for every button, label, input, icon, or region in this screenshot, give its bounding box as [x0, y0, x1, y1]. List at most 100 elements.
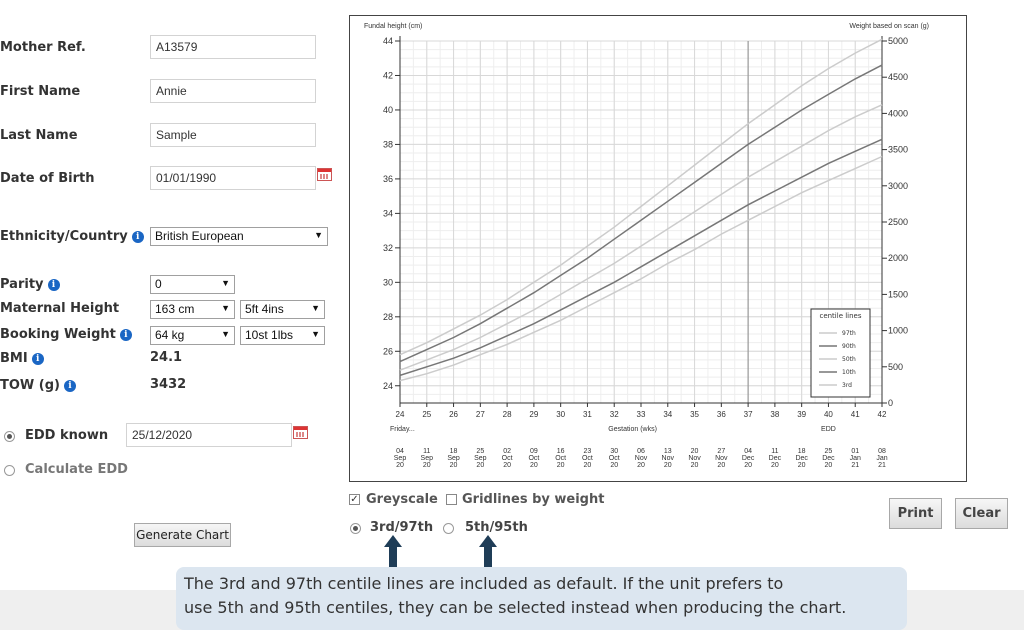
date-label: Nov: [715, 455, 728, 462]
first-name-input[interactable]: Annie: [150, 79, 316, 103]
date-label: 04: [744, 448, 752, 455]
y-tick-label: 42: [383, 70, 393, 80]
legend-entry: 50th: [842, 356, 856, 363]
print-button[interactable]: Print: [889, 498, 942, 529]
gridlines-weight-checkbox[interactable]: [446, 494, 457, 505]
x-tick-label: 37: [744, 410, 753, 419]
legend-title: centile lines: [819, 312, 861, 320]
date-label: 20: [825, 462, 833, 469]
date-label: 11: [771, 448, 778, 455]
bmi-label: BMI i: [0, 351, 44, 366]
legend-entry: 90th: [842, 343, 856, 350]
x-tick-label: 27: [476, 410, 485, 419]
edd-input[interactable]: 25/12/2020: [126, 423, 292, 447]
calculate-edd-radio[interactable]: [4, 465, 15, 476]
y-tick-label: 32: [383, 243, 393, 253]
dropdown-arrow-icon: ▼: [221, 329, 230, 339]
date-label: 23: [584, 448, 592, 455]
date-label: 20: [476, 462, 484, 469]
y2-tick-label: 5000: [888, 36, 908, 46]
date-label: Dec: [795, 455, 808, 462]
date-label: Jan: [876, 455, 887, 462]
date-label: 08: [878, 448, 886, 455]
date-label: Sep: [394, 455, 407, 462]
centile-line-10th: [399, 138, 883, 377]
callout-note: The 3rd and 97th centile lines are inclu…: [176, 567, 907, 630]
date-label: 27: [717, 448, 725, 455]
info-icon[interactable]: i: [119, 329, 132, 341]
centile-line-97th: [399, 38, 883, 356]
arrow-up-icon: [479, 535, 497, 569]
calendar-icon[interactable]: [293, 426, 308, 439]
y-tick-label: 34: [383, 208, 393, 218]
generate-chart-button[interactable]: Generate Chart: [134, 523, 231, 547]
date-label: Sep: [474, 455, 487, 462]
edd-date-label: EDD: [821, 426, 836, 433]
y2-tick-label: 500: [888, 362, 903, 372]
x-tick-label: 41: [851, 410, 860, 419]
y-tick-label: 28: [383, 312, 393, 322]
legend-box: [810, 308, 871, 398]
info-icon[interactable]: i: [31, 353, 44, 365]
date-label: Oct: [609, 455, 620, 462]
ethnicity-label: Ethnicity/Country i: [0, 229, 144, 244]
centile-3-97-radio[interactable]: [350, 523, 361, 534]
centile-5-95-radio[interactable]: [443, 523, 454, 534]
dob-input[interactable]: 01/01/1990: [150, 166, 316, 190]
ethnicity-select[interactable]: British European ▼: [150, 227, 328, 246]
x-tick-label: 24: [396, 410, 405, 419]
info-icon[interactable]: i: [63, 380, 76, 392]
date-label: Oct: [502, 455, 513, 462]
info-icon[interactable]: i: [131, 231, 144, 243]
dropdown-arrow-icon: ▼: [311, 329, 320, 339]
clear-button[interactable]: Clear: [955, 498, 1008, 529]
y2-tick-label: 2000: [888, 253, 908, 263]
x-tick-label: 42: [878, 410, 887, 419]
mother-ref-input[interactable]: A13579: [150, 35, 316, 59]
greyscale-checkbox[interactable]: ✓: [349, 494, 360, 505]
greyscale-label: Greyscale: [366, 492, 438, 507]
last-name-label: Last Name: [0, 128, 78, 143]
y-tick-label: 26: [383, 346, 393, 356]
date-label: 21: [851, 462, 859, 469]
x-tick-label: 26: [449, 410, 458, 419]
x-tick-label: 32: [610, 410, 619, 419]
date-label: 25: [825, 448, 833, 455]
x-tick-label: 30: [556, 410, 565, 419]
date-label: Dec: [769, 455, 782, 462]
y-axis-title: Fundal height (cm): [364, 23, 422, 30]
callout-line-1: The 3rd and 97th centile lines are inclu…: [184, 574, 784, 593]
weight-imperial-select[interactable]: 10st 1lbs ▼: [240, 326, 325, 345]
calendar-icon[interactable]: [317, 168, 332, 181]
centile-5-95-label: 5th/95th: [465, 520, 528, 535]
y-tick-label: 36: [383, 174, 393, 184]
weight-kg-select[interactable]: 64 kg ▼: [150, 326, 235, 345]
date-label: Nov: [688, 455, 701, 462]
date-label: 20: [396, 462, 404, 469]
height-imperial-select[interactable]: 5ft 4ins ▼: [240, 300, 325, 319]
parity-label: Parity i: [0, 277, 60, 292]
y2-axis-title: Weight based on scan (g): [849, 23, 929, 30]
y2-tick-label: 3000: [888, 181, 908, 191]
date-label: 20: [798, 462, 806, 469]
fundal-height-chart: 24 26 28 30 32 34 36 38 40 42 44 0 500 1000 1500 2000 25…: [364, 23, 929, 469]
y2-tick-label: 1500: [888, 289, 908, 299]
date-label: 16: [557, 448, 565, 455]
bmi-value: 24.1: [150, 350, 183, 365]
date-label: 25: [476, 448, 484, 455]
height-cm-select[interactable]: 163 cm ▼: [150, 300, 235, 319]
date-label: 11: [423, 448, 430, 455]
x-tick-label: 36: [717, 410, 726, 419]
date-label: 20: [450, 462, 458, 469]
first-date-label: Friday...: [390, 426, 415, 433]
last-name-input[interactable]: Sample: [150, 123, 316, 147]
centile-line-90th: [399, 64, 883, 363]
x-axis-title: Gestation (wks): [608, 426, 657, 433]
parity-select[interactable]: 0 ▼: [150, 275, 235, 294]
dropdown-arrow-icon: ▼: [311, 303, 320, 313]
info-icon[interactable]: i: [47, 279, 60, 291]
centile-line-50th: [399, 104, 883, 371]
x-tick-label: 31: [583, 410, 592, 419]
edd-known-radio[interactable]: [4, 431, 15, 442]
date-label: 30: [610, 448, 618, 455]
